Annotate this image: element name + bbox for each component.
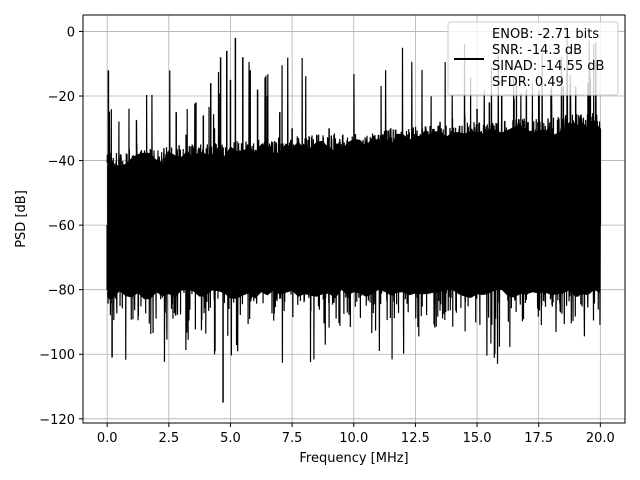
x-tick-label: 0.0 [97, 431, 118, 446]
legend-entry-snr: SNR: -14.3 dB [492, 43, 582, 58]
x-tick-label: 10.0 [339, 431, 368, 446]
x-tick-label: 17.5 [524, 431, 553, 446]
legend-entry-enob: ENOB: -2.71 bits [492, 27, 599, 42]
y-tick-label: −100 [39, 348, 75, 363]
y-axis-label: PSD [dB] [14, 190, 29, 248]
legend: ENOB: -2.71 bits SNR: -14.3 dB SINAD: -1… [447, 21, 619, 96]
y-tick-label: 0 [67, 25, 75, 40]
legend-box [447, 21, 619, 96]
x-tick-label: 20.0 [586, 431, 615, 446]
y-tick-label: −80 [48, 284, 75, 299]
axis-ticks: 0.0 2.5 5.0 7.5 10.0 12.5 15.0 17.5 20.0 0 −20 −40 −… [39, 25, 615, 446]
y-tick-label: −120 [39, 413, 75, 428]
y-tick-label: −20 [48, 90, 75, 105]
x-tick-label: 5.0 [220, 431, 241, 446]
x-tick-label: 12.5 [401, 431, 430, 446]
y-tick-label: −40 [48, 155, 75, 170]
x-tick-label: 7.5 [282, 431, 303, 446]
x-axis-label: Frequency [MHz] [299, 451, 408, 466]
x-tick-label: 15.0 [463, 431, 492, 446]
legend-entry-sinad: SINAD: -14.55 dB [492, 59, 604, 74]
y-tick-label: −60 [48, 219, 75, 234]
legend-entry-sfdr: SFDR: 0.49 [492, 75, 564, 90]
x-tick-label: 2.5 [158, 431, 179, 446]
psd-series [106, 37, 602, 403]
